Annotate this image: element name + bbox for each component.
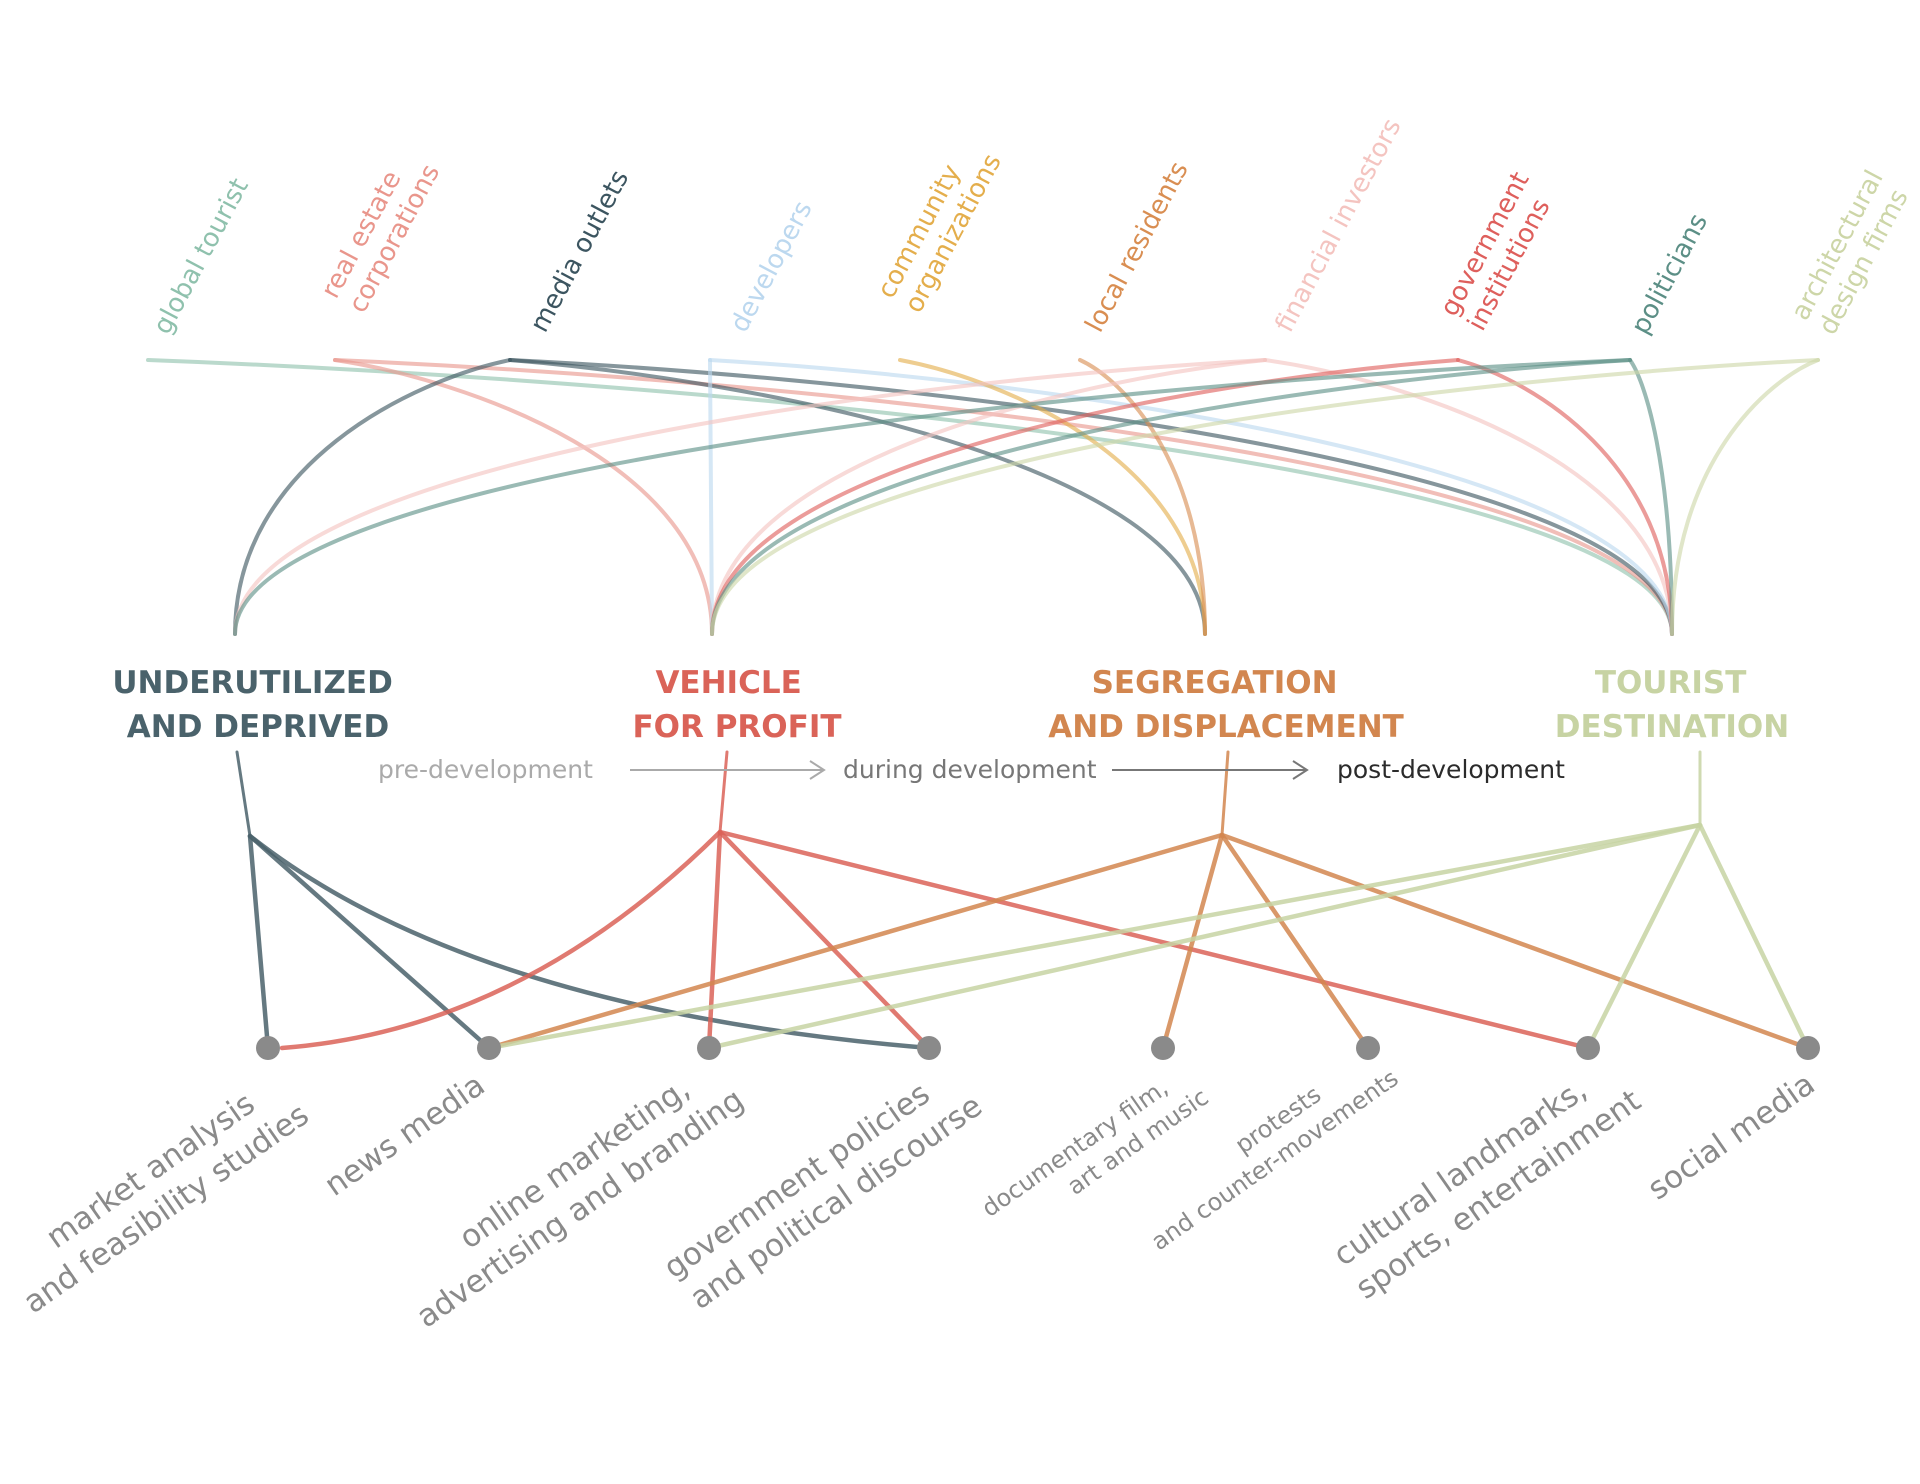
link-vehicle-to-govpol — [717, 829, 932, 1051]
phase-labels: UNDERUTILIZED AND DEPRIVED VEHICLE FOR P… — [112, 665, 1789, 745]
link-underutilized-to-market — [247, 833, 271, 1051]
node-online-marketing — [697, 1036, 721, 1060]
curve-architectural-to-vehicle — [710, 358, 1820, 636]
channel-market-analysis: market analysis and feasibility studies — [0, 1064, 315, 1321]
channel-social-media: social media — [1641, 1066, 1821, 1207]
phase-tourist-destination: TOURIST DESTINATION — [1555, 665, 1789, 745]
actor-media-outlets: media outlets — [525, 165, 635, 337]
curve-politicians-to-vehicle — [710, 358, 1632, 636]
stage-during-development: during development — [843, 755, 1097, 784]
node-documentary-film — [1151, 1036, 1175, 1060]
channel-news-media: news media — [318, 1067, 492, 1204]
curve-financial-to-underutilized — [233, 358, 1267, 636]
node-market-analysis — [256, 1036, 280, 1060]
link-underutilized-to-news — [247, 833, 492, 1051]
timeline-arrowhead-2 — [1292, 760, 1309, 780]
actor-local-residents: local residents — [1080, 157, 1195, 337]
link-segregation-to-protests — [1219, 832, 1371, 1051]
stage-pre-development: pre-development — [378, 755, 593, 784]
link-vehicle-to-online — [706, 829, 723, 1051]
curve-government-to-tourist — [1456, 358, 1674, 636]
actor-architectural-design-firms: architectural design firms — [1786, 158, 1920, 340]
node-cultural-landmarks — [1576, 1036, 1600, 1060]
phase-segregation: SEGREGATION AND DISPLACEMENT — [1048, 665, 1404, 745]
curve-media_outlets-to-segregation — [508, 358, 1207, 636]
actor-real-estate: real estate corporations — [316, 145, 447, 318]
link-tourist-to-online — [706, 822, 1703, 1051]
curve-politicians-to-underutilized — [233, 358, 1632, 636]
node-social-media — [1796, 1036, 1820, 1060]
link-tourist-to-news — [486, 822, 1703, 1051]
stem-vehicle — [718, 750, 729, 834]
link-tourist-to-cultural — [1585, 822, 1703, 1051]
link-segregation-to-news — [486, 832, 1225, 1051]
actor-phase-curves — [146, 358, 1820, 636]
link-vehicle-to-cultural — [717, 829, 1591, 1051]
curve-media_outlets-to-underutilized — [233, 358, 512, 636]
actor-financial-investors: financial investors — [1270, 114, 1408, 338]
curve-government-to-vehicle — [710, 358, 1460, 636]
actor-community-organizations: community organizations — [872, 134, 1008, 317]
node-government-policies — [917, 1036, 941, 1060]
development-timeline: pre-development during development post-… — [378, 755, 1565, 784]
link-vehicle-to-market — [279, 829, 723, 1051]
timeline-arrowhead-1 — [809, 760, 826, 780]
stage-post-development: post-development — [1337, 755, 1565, 784]
actor-labels: global tourist real estate corporations … — [148, 114, 1920, 340]
actor-government-institutions: government institutions — [1435, 160, 1567, 336]
phase-channel-links — [235, 750, 1811, 1051]
channel-government-policies: government policies and political discou… — [657, 1055, 988, 1319]
phase-underutilized: UNDERUTILIZED AND DEPRIVED — [112, 665, 403, 745]
curve-real_estate-to-vehicle — [333, 358, 714, 636]
node-protests — [1356, 1036, 1380, 1060]
link-tourist-to-social — [1697, 822, 1811, 1051]
curve-community-to-segregation — [898, 358, 1207, 636]
curve-financial-to-vehicle — [710, 358, 1267, 636]
actor-global-tourist: global tourist — [148, 174, 255, 340]
node-news-media — [477, 1036, 501, 1060]
curve-financial-to-tourist — [1263, 358, 1674, 636]
stem-segregation — [1220, 750, 1230, 837]
actor-developers: developers — [725, 196, 819, 337]
channel-nodes — [256, 1036, 1820, 1060]
phase-vehicle-for-profit: VEHICLE FOR PROFIT — [633, 665, 842, 745]
curve-developers-to-tourist — [708, 358, 1674, 636]
curve-developers-to-vehicle — [708, 358, 714, 636]
actor-politicians: politicians — [1626, 209, 1714, 339]
link-segregation-to-social — [1219, 832, 1811, 1051]
curve-real_estate-to-tourist — [333, 358, 1674, 636]
curve-architectural-to-tourist — [1670, 358, 1820, 636]
stem-underutilized — [235, 750, 252, 838]
channel-labels: market analysis and feasibility studies … — [0, 1055, 1822, 1335]
